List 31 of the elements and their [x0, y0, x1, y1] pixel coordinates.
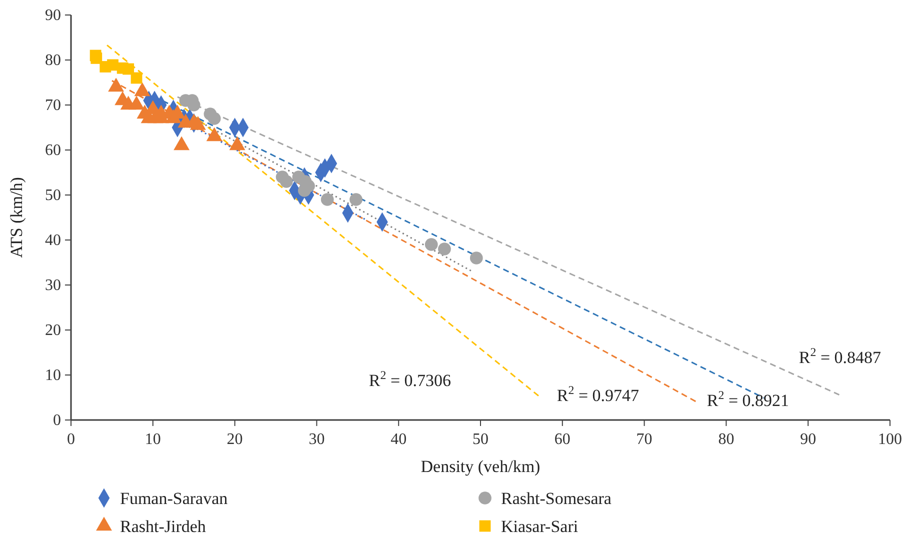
x-tick-label: 100 [878, 431, 902, 448]
y-tick-label: 20 [45, 322, 61, 339]
legend-label: Rasht-Jirdeh [120, 517, 206, 536]
y-tick-label: 60 [45, 142, 61, 159]
y-tick-label: 30 [45, 277, 61, 294]
x-tick-label: 30 [308, 431, 325, 448]
y-tick-label: 10 [45, 367, 61, 384]
y-axis-title: ATS (km/h) [7, 177, 26, 258]
y-tick-label: 90 [45, 7, 61, 24]
annotation: R$^{2}$ = 0.7306 [368, 368, 452, 390]
annotation: R$^{2}$ = 0.9747 [556, 383, 640, 405]
x-tick-label: 90 [800, 431, 816, 448]
y-tick-label: 50 [45, 187, 61, 204]
y-tick-label: 80 [45, 52, 61, 69]
x-tick-label: 0 [67, 431, 75, 448]
x-tick-label: 60 [554, 431, 570, 448]
y-tick-label: 40 [45, 232, 61, 249]
legend-label: Kiasar-Sari [501, 517, 578, 536]
x-tick-label: 70 [636, 431, 652, 448]
annotation: R$^{2}$ = 0.8921 [706, 388, 790, 410]
legend-label: Fuman-Saravan [120, 489, 228, 508]
x-tick-label: 80 [718, 431, 734, 448]
y-tick-label: 0 [53, 412, 61, 429]
y-tick-label: 70 [45, 97, 61, 114]
legend-label: Rasht-Somesara [501, 489, 612, 508]
x-tick-label: 50 [472, 431, 488, 448]
x-tick-label: 40 [390, 431, 407, 448]
x-axis-title: Density (veh/km) [420, 457, 540, 476]
x-tick-label: 10 [144, 431, 161, 448]
x-tick-label: 20 [226, 431, 243, 448]
annotation: R$^{2}$ = 0.8487 [798, 345, 882, 367]
